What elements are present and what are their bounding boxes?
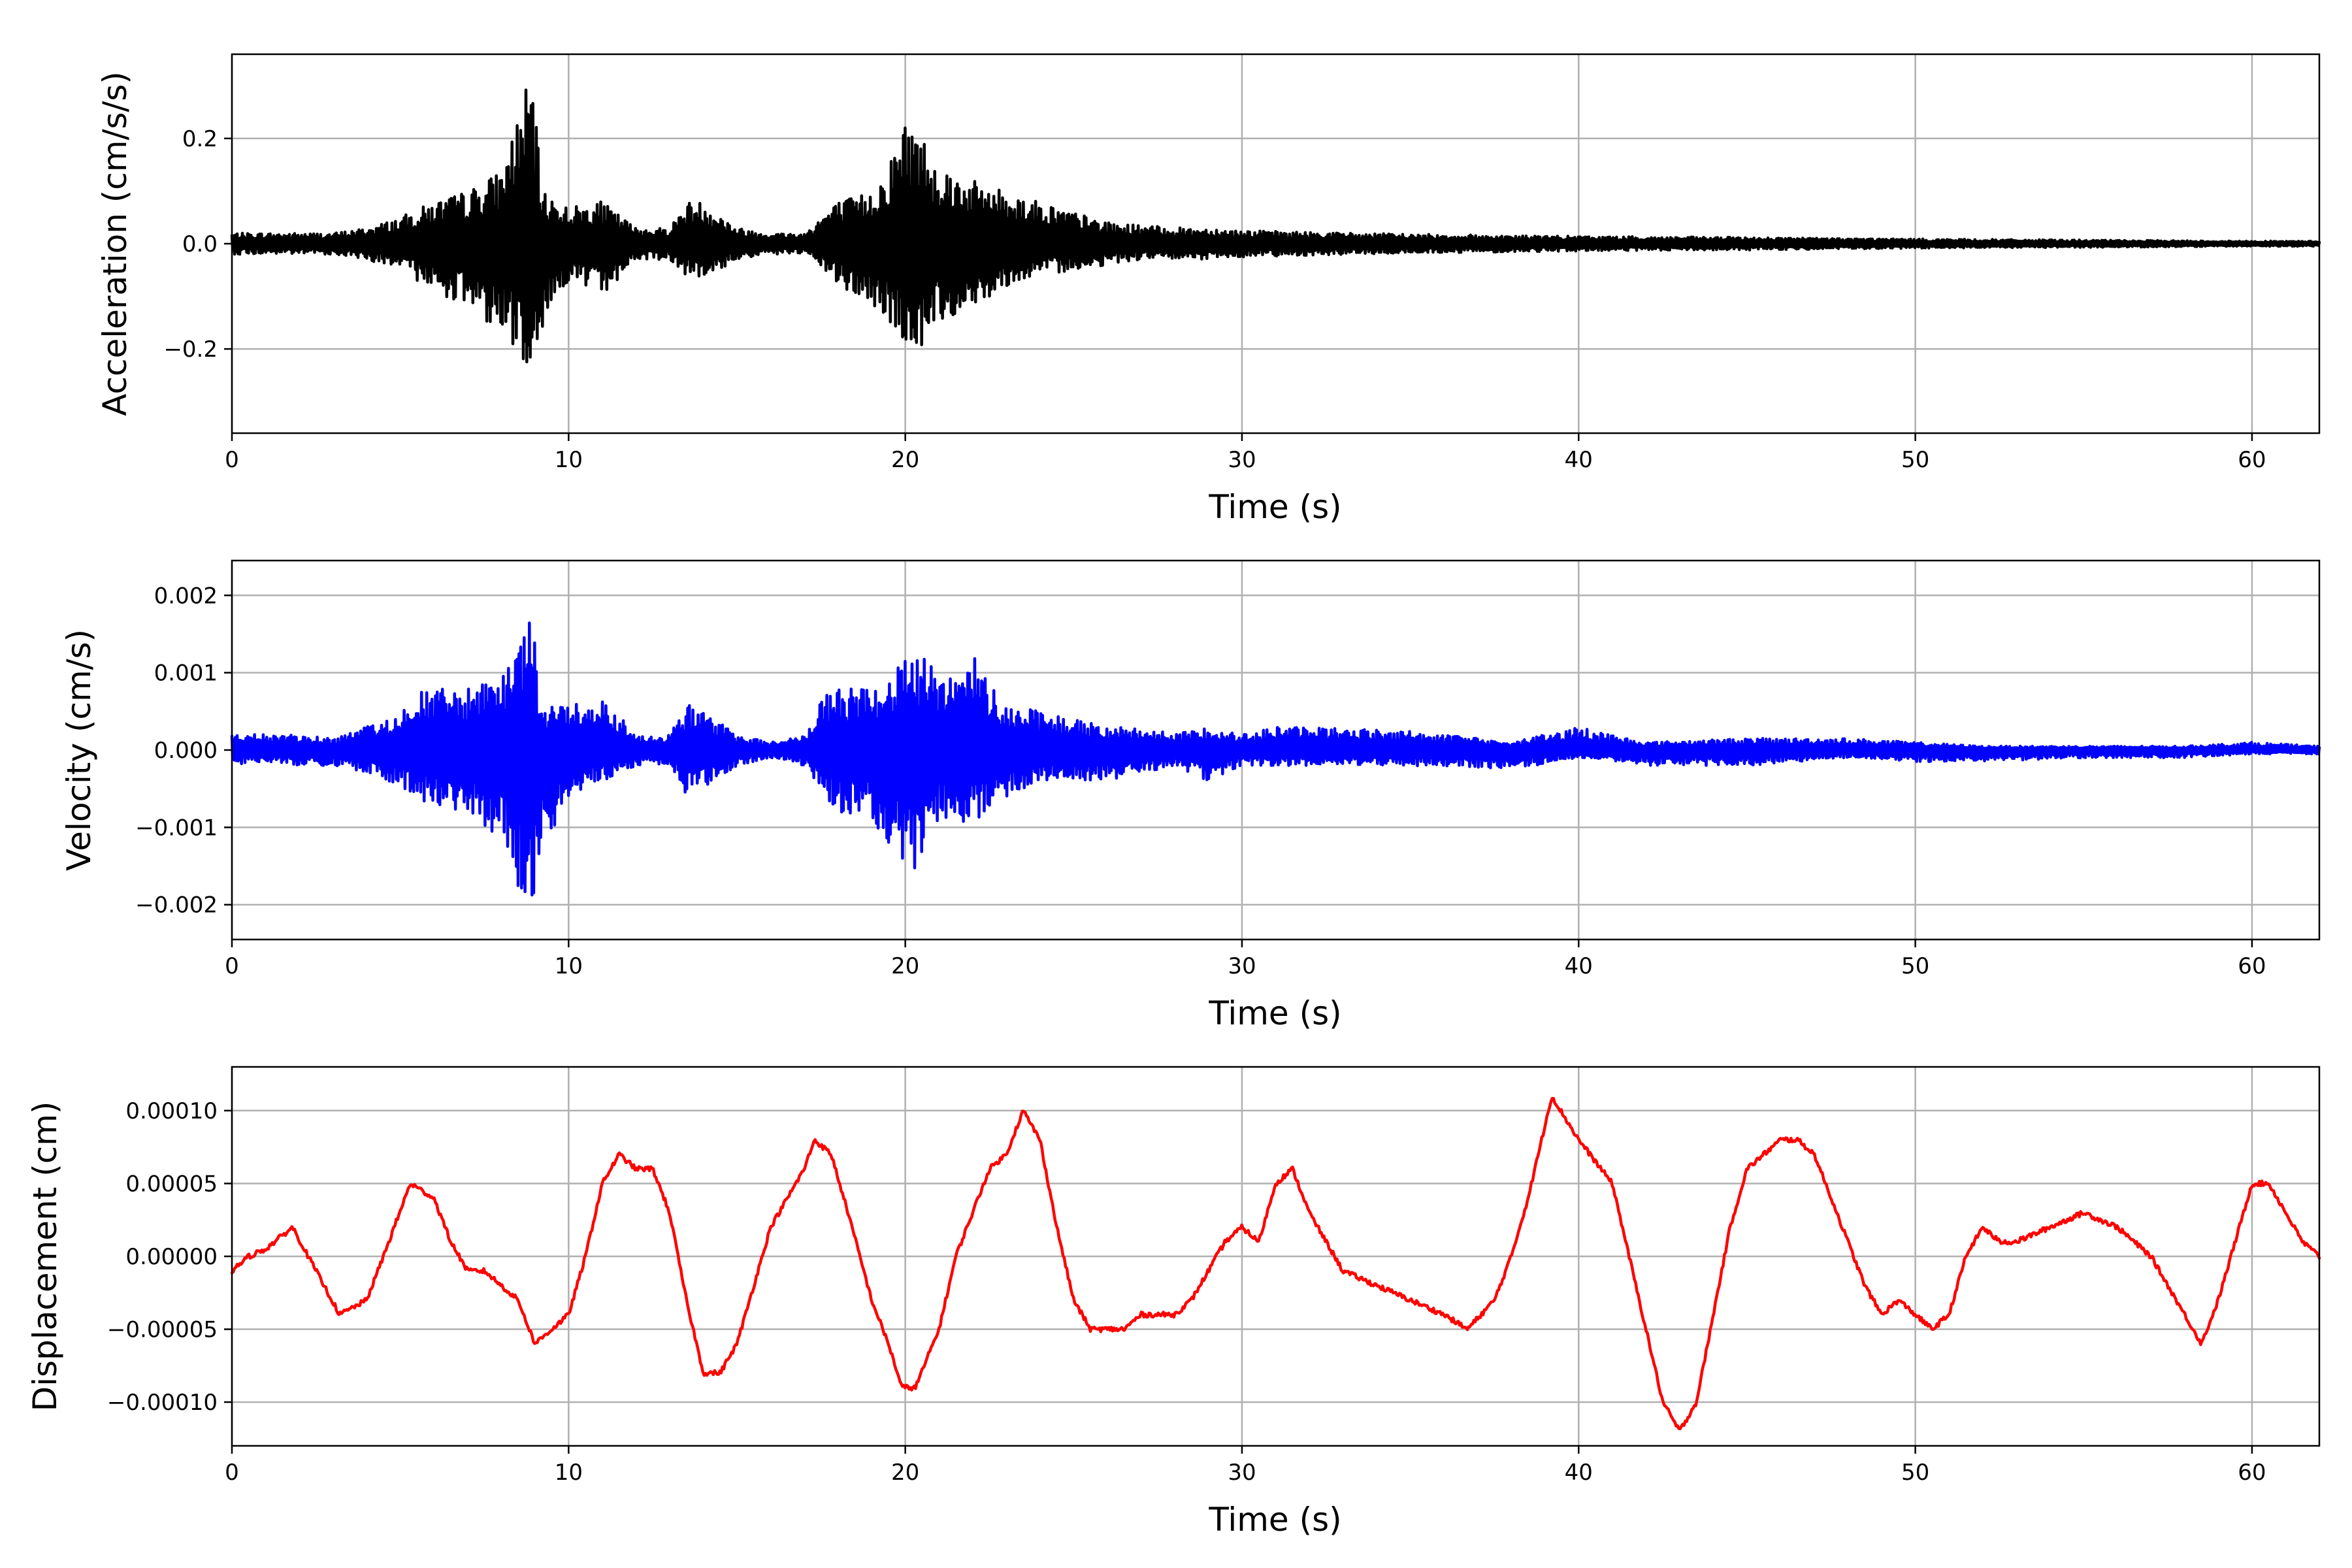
- velocity-y-tick-label: 0.000: [154, 738, 218, 764]
- displacement-panel: 0 10 20 30 40 50 60 −0.00010 −0.00005 0.00000 0.00…: [26, 1066, 2321, 1539]
- acceleration-x-tick-label: 60: [2238, 447, 2266, 473]
- acceleration-x-tick-label: 20: [891, 447, 919, 473]
- velocity-x-tick-label: 40: [1565, 953, 1593, 979]
- acceleration-y-tick-label: −0.2: [163, 336, 218, 363]
- velocity-y-tick-label: −0.001: [135, 815, 218, 841]
- displacement-x-tick-label: 10: [555, 1460, 583, 1486]
- velocity-x-tick-label: 50: [1901, 953, 1929, 979]
- acceleration-y-tick-label: 0.2: [182, 126, 218, 152]
- displacement-y-tick-label: 0.00010: [125, 1098, 218, 1124]
- acceleration-series-line: [230, 88, 2321, 364]
- displacement-x-tick-label: 60: [2238, 1460, 2266, 1486]
- velocity-x-tick-label: 10: [555, 953, 583, 979]
- velocity-y-tick-label: 0.002: [154, 583, 218, 609]
- velocity-x-tick-label: 0: [225, 953, 239, 979]
- velocity-y-axis-label: Velocity (cm/s): [60, 629, 98, 871]
- displacement-x-tick-label: 50: [1901, 1460, 1929, 1486]
- acceleration-x-tick-label: 40: [1565, 447, 1593, 473]
- velocity-x-tick-label: 60: [2238, 953, 2266, 979]
- displacement-y-tick-label: 0.00005: [125, 1171, 218, 1197]
- velocity-panel: 0 10 20 30 40 50 60 −0.002 −0.001 0.000 0.001 0.002…: [60, 559, 2321, 1032]
- displacement-x-tick-label: 30: [1228, 1460, 1256, 1486]
- displacement-x-axis-label: Time (s): [1208, 1501, 1341, 1539]
- displacement-plot-layer: 0 10 20 30 40 50 60 −0.00010 −0.00005 0.00000 0.00…: [107, 1066, 2321, 1486]
- acceleration-x-tick-label: 30: [1228, 447, 1256, 473]
- velocity-y-tick-label: −0.002: [135, 892, 218, 919]
- acceleration-y-tick-label: 0.0: [182, 231, 218, 257]
- acceleration-x-axis-label: Time (s): [1208, 488, 1341, 526]
- displacement-y-tick-label: 0.00000: [125, 1244, 218, 1270]
- displacement-series-line: [230, 1096, 2321, 1431]
- velocity-series-line: [230, 621, 2321, 897]
- displacement-y-tick-label: −0.00005: [107, 1317, 218, 1343]
- displacement-x-tick-label: 0: [225, 1460, 239, 1486]
- acceleration-x-tick-label: 50: [1901, 447, 1929, 473]
- velocity-x-tick-label: 30: [1228, 953, 1256, 979]
- acceleration-y-axis-label: Acceleration (cm/s/s): [96, 71, 134, 416]
- displacement-y-tick-label: −0.00010: [107, 1390, 218, 1416]
- velocity-x-tick-label: 20: [891, 953, 919, 979]
- velocity-y-tick-label: 0.001: [154, 661, 218, 687]
- velocity-plot-layer: 0 10 20 30 40 50 60 −0.002 −0.001 0.000 0.001 0.002: [135, 559, 2321, 979]
- velocity-x-axis-label: Time (s): [1208, 994, 1341, 1032]
- displacement-x-tick-label: 40: [1565, 1460, 1593, 1486]
- displacement-y-axis-label: Displacement (cm): [26, 1102, 64, 1412]
- acceleration-plot-layer: 0 10 20 30 40 50 60 −0.2 0.0 0.2: [163, 53, 2321, 473]
- displacement-x-tick-label: 20: [891, 1460, 919, 1486]
- acceleration-x-tick-label: 0: [225, 447, 239, 473]
- acceleration-x-tick-label: 10: [555, 447, 583, 473]
- acceleration-panel: 0 10 20 30 40 50 60 −0.2 0.0 0.2 Time (s) Acceler…: [96, 53, 2321, 526]
